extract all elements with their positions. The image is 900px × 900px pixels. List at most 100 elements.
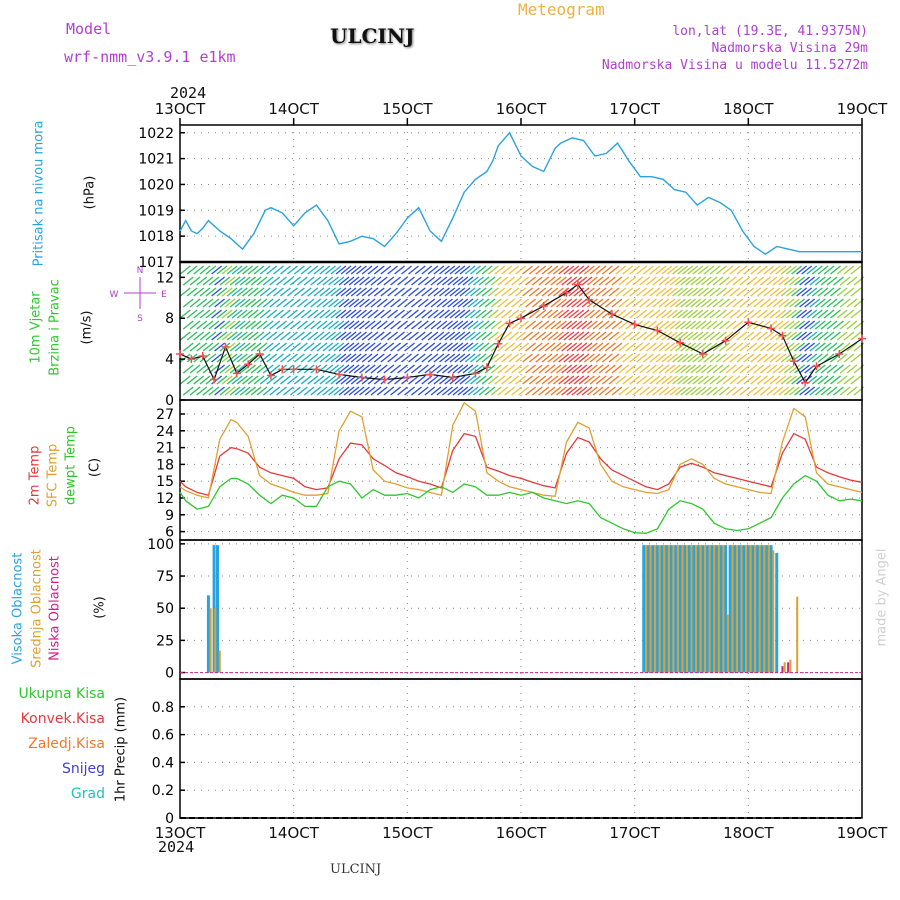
wind-barb <box>196 386 208 396</box>
wind-barb <box>250 320 262 330</box>
wind-barb <box>250 386 262 396</box>
temp-line-2 <box>179 474 863 534</box>
wind-barb <box>695 386 707 396</box>
wind-barb <box>581 276 593 286</box>
wind-barb <box>636 331 648 341</box>
wind-barb <box>706 342 718 352</box>
wind-barb <box>806 309 818 319</box>
wind-barb <box>293 287 305 297</box>
wind-barb <box>226 353 238 363</box>
wind-barb <box>843 353 855 363</box>
cloud-bar <box>209 608 212 673</box>
wind-barb <box>636 353 648 363</box>
wind-barb <box>433 287 445 297</box>
wind-barb <box>356 309 367 319</box>
wind-barb <box>373 331 385 341</box>
wind-barb <box>472 342 484 352</box>
wind-barb <box>823 331 835 341</box>
wind-barb <box>239 386 251 396</box>
wind-barb <box>722 265 734 275</box>
wind-barb <box>645 386 657 396</box>
wind-barb <box>680 276 692 286</box>
wind-barb <box>259 331 271 341</box>
wind-barb <box>504 276 516 286</box>
wind-barb <box>573 265 585 275</box>
wind-barb <box>697 309 709 319</box>
wind-barb <box>772 364 784 374</box>
wind-barb <box>746 298 758 308</box>
wind-barb <box>629 375 641 385</box>
wind-barb <box>338 342 350 352</box>
wind-barb <box>245 298 256 308</box>
cloud-bar <box>737 545 741 673</box>
wind-barb <box>316 298 328 308</box>
wind-barb <box>452 386 464 396</box>
wind-barb <box>340 353 352 363</box>
wind-barb <box>179 287 191 297</box>
wind-barb <box>259 375 271 385</box>
wind-barb <box>518 276 530 286</box>
wind-barb <box>436 364 448 374</box>
wind-barb <box>786 353 797 363</box>
wind-barb <box>193 331 205 341</box>
wind-barb <box>411 386 422 396</box>
wind-barb <box>672 353 684 363</box>
wind-barb <box>424 342 436 352</box>
clouds-ytick-label: 0 <box>165 666 174 682</box>
wind-barb <box>578 331 590 341</box>
wind-barb <box>211 353 223 363</box>
wind-barb <box>712 298 724 308</box>
wind-barb <box>276 342 287 352</box>
wind-barb <box>457 342 469 352</box>
wind-barb <box>836 331 848 341</box>
wind-barb <box>313 309 325 319</box>
wind-barb <box>211 287 223 297</box>
wind-barb <box>447 342 459 352</box>
wind-barb <box>236 353 248 363</box>
wind-barb <box>408 353 419 363</box>
wind-barb <box>196 364 208 374</box>
wind-barb <box>286 353 298 363</box>
wind-barb <box>598 276 610 286</box>
wind-barb <box>783 276 795 286</box>
wind-barb <box>236 265 248 275</box>
wind-barb <box>494 375 506 385</box>
wind-barb <box>571 276 583 286</box>
wind-barb <box>394 309 405 319</box>
wind-barb <box>189 276 201 286</box>
wind-barb <box>442 298 453 308</box>
wind-barb <box>250 364 262 374</box>
wind-barb <box>307 353 319 363</box>
wind-barb <box>763 309 775 319</box>
wind-barb <box>632 342 644 352</box>
wind-barb <box>601 265 613 275</box>
wind-barb <box>850 375 862 385</box>
wind-barb <box>411 364 422 374</box>
wind-barb <box>850 331 862 341</box>
wind-barb <box>636 375 648 385</box>
cloud-bar <box>660 545 664 673</box>
wind-barb <box>430 386 442 396</box>
cloud-bar <box>746 545 750 673</box>
wind-barb <box>535 375 547 385</box>
cloud-bar <box>692 545 696 673</box>
wind-barb <box>598 386 610 396</box>
x-tick-label-bottom: 15OCT <box>382 824 433 842</box>
wind-barb <box>449 375 461 385</box>
wind-barb <box>229 386 241 396</box>
wind-barb <box>247 287 259 297</box>
wind-barb <box>573 287 585 297</box>
pressure-ytick-label: 1017 <box>138 255 174 271</box>
wind-barb <box>563 375 575 385</box>
wind-barb <box>677 331 689 341</box>
wind-barb <box>447 320 459 330</box>
cloud-bar <box>722 545 725 673</box>
wind-barb <box>766 386 778 396</box>
wind-barb <box>661 309 673 319</box>
wind-barb <box>652 364 664 374</box>
wind-barb <box>535 331 547 341</box>
wind-ytick-label: 4 <box>165 352 174 368</box>
wind-barb <box>289 386 301 396</box>
wind-gust-marker <box>187 355 196 364</box>
model-name: wrf-nmm_v3.9.1 e1km <box>64 48 236 66</box>
